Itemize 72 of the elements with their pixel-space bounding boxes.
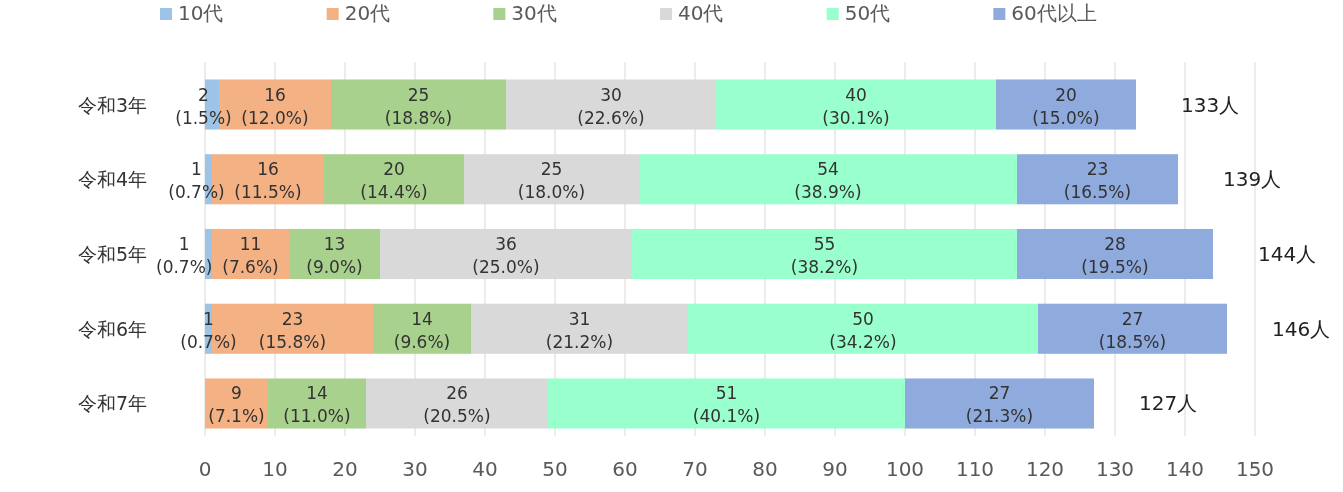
y-tick-label: 令和7年 [77, 392, 147, 415]
data-label: 16 (11.5%) [234, 159, 302, 203]
data-label: 16 (12.0%) [241, 84, 309, 128]
data-label: 28 (19.5%) [1081, 234, 1149, 277]
bar [268, 378, 366, 429]
x-tick-label: 50 [542, 457, 568, 481]
x-tick-label: 20 [332, 457, 358, 481]
legend-label: 30代 [511, 1, 557, 25]
bar [331, 79, 506, 130]
bar [1017, 154, 1178, 205]
data-label: 14 (11.0%) [283, 383, 351, 427]
bar [324, 154, 464, 205]
x-tick-label: 120 [1025, 457, 1065, 481]
legend-label: 60代以上 [1011, 1, 1097, 25]
x-tick-label: 100 [885, 457, 925, 481]
data-label: 36 (25.0%) [472, 234, 540, 277]
x-tick-label: 80 [752, 457, 778, 481]
x-tick-label: 30 [402, 457, 428, 481]
data-label: 14 (9.6%) [393, 308, 451, 352]
data-label: 55 (38.2%) [790, 234, 859, 277]
data-label: 20 (14.4%) [360, 159, 428, 203]
bar [1038, 303, 1227, 354]
legend-label: 50代 [844, 1, 891, 25]
data-label: 20 (15.0%) [1032, 84, 1100, 128]
data-label: 27 (21.3%) [965, 383, 1034, 427]
total-label: 144人 [1258, 242, 1317, 266]
y-tick-label: 令和5年 [77, 243, 147, 265]
bar [1017, 228, 1213, 280]
data-label: 23 (16.5%) [1063, 159, 1132, 203]
data-label: 30 (22.6%) [577, 84, 645, 128]
total-label: 127人 [1139, 391, 1198, 416]
bar [716, 79, 996, 130]
bar [688, 303, 1038, 354]
data-label: 13 (9.0%) [306, 234, 363, 277]
data-label: 31 (21.2%) [545, 308, 614, 352]
y-tick-label: 令和6年 [77, 317, 147, 340]
x-tick-label: 60 [612, 457, 638, 481]
data-label: 11 (7.6%) [222, 234, 279, 277]
total-label: 146人 [1272, 316, 1331, 341]
data-label: 9 (7.1%) [208, 383, 265, 427]
bar [373, 303, 471, 354]
x-tick-label: 110 [955, 457, 995, 481]
total-label: 139人 [1223, 167, 1282, 192]
x-tick-label: 10 [262, 457, 288, 481]
x-tick-label: 130 [1095, 457, 1135, 481]
bar [632, 228, 1017, 280]
data-label: 40 (30.1%) [822, 84, 890, 128]
bar [639, 154, 1017, 205]
data-label: 50 (34.2%) [829, 308, 897, 352]
bar [905, 378, 1094, 429]
legend-label: 10代 [178, 1, 224, 25]
x-tick-label: 90 [822, 457, 848, 481]
data-label: 25 (18.0%) [517, 159, 586, 203]
legend-label: 20代 [344, 1, 391, 25]
bar [548, 378, 905, 429]
x-tick-label: 70 [682, 457, 708, 481]
data-label: 54 (38.9%) [794, 159, 862, 203]
x-tick-label: 140 [1165, 457, 1205, 481]
data-label: 1 (0.7%) [156, 234, 213, 277]
y-tick-label: 令和3年 [77, 93, 147, 116]
data-label: 25 (18.8%) [384, 84, 453, 128]
data-label: 26 (20.5%) [423, 383, 491, 427]
x-tick-label: 40 [472, 457, 498, 481]
legend-label: 40代 [678, 1, 724, 25]
total-label: 133人 [1181, 92, 1240, 117]
x-tick-label: 150 [1235, 457, 1275, 481]
data-label: 27 (18.5%) [1098, 308, 1167, 352]
y-tick-label: 令和4年 [77, 168, 147, 191]
x-tick-label: 0 [198, 457, 212, 481]
data-label: 51 (40.1%) [692, 383, 761, 427]
bar [996, 79, 1136, 130]
data-label: 23 (15.8%) [258, 308, 327, 352]
